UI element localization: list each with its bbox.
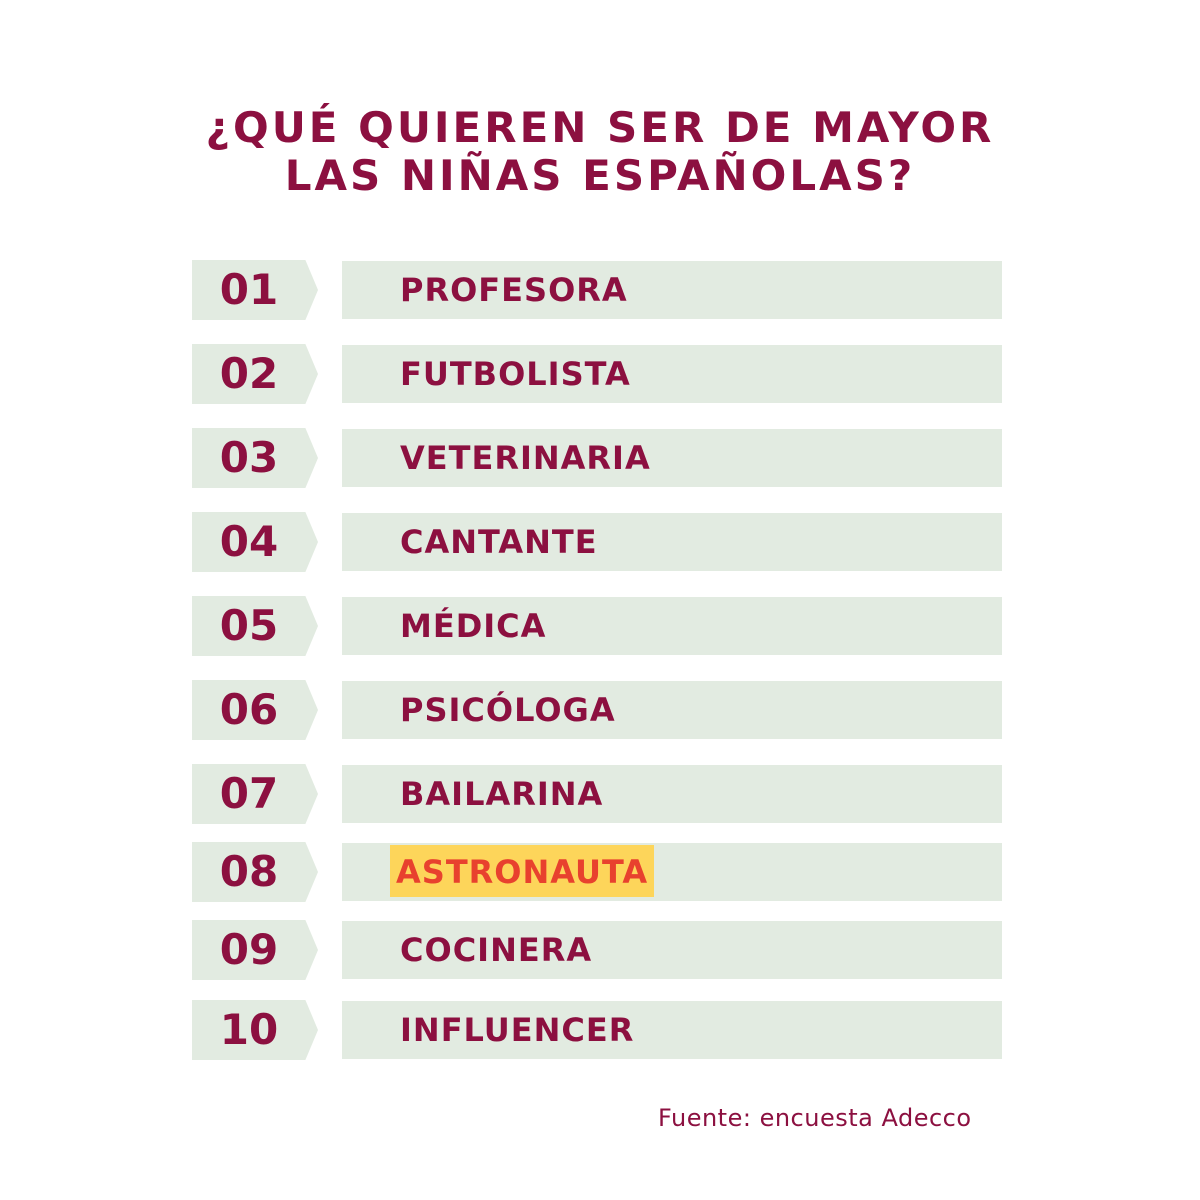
occupation-label: PSICÓLOGA — [400, 691, 616, 729]
rank-tab — [192, 428, 318, 488]
rank-number: 06 — [219, 685, 279, 734]
occupation-label: BAILARINA — [400, 775, 604, 813]
rank-tab — [192, 920, 318, 980]
ranking-row-04: 04 CANTANTE — [192, 512, 1002, 572]
rank-number: 07 — [219, 769, 279, 818]
rank-tab — [192, 344, 318, 404]
title-line-2: LAS NIÑAS ESPAÑOLAS? — [284, 151, 916, 200]
occupation-label: CANTANTE — [400, 523, 598, 561]
rank-number: 01 — [219, 265, 279, 314]
title-line-1: ¿QUÉ QUIEREN SER DE MAYOR — [205, 103, 995, 152]
page-title: ¿QUÉ QUIEREN SER DE MAYOR LAS NIÑAS ESPA… — [0, 104, 1200, 200]
ranking-row-03: 03 VETERINARIA — [192, 428, 1002, 488]
occupation-bar: ASTRONAUTA — [342, 843, 1002, 901]
occupation-bar: PSICÓLOGA — [342, 681, 1002, 739]
rank-number: 09 — [219, 925, 279, 974]
source-note: Fuente: encuesta Adecco — [658, 1104, 972, 1132]
ranking-row-01: 01 PROFESORA — [192, 260, 1002, 320]
rank-number: 03 — [219, 433, 279, 482]
rank-tab — [192, 680, 318, 740]
occupation-label: COCINERA — [400, 931, 593, 969]
occupation-label-highlighted: ASTRONAUTA — [390, 845, 655, 897]
ranking-row-10: 10 INFLUENCER — [192, 1000, 1002, 1060]
occupation-bar: BAILARINA — [342, 765, 1002, 823]
occupation-bar: CANTANTE — [342, 513, 1002, 571]
ranking-row-08: 08 ASTRONAUTA — [192, 842, 1002, 902]
occupation-bar: INFLUENCER — [342, 1001, 1002, 1059]
occupation-bar: PROFESORA — [342, 261, 1002, 319]
rank-tab — [192, 842, 318, 902]
occupation-label: VETERINARIA — [400, 439, 651, 477]
rank-number: 04 — [219, 517, 279, 566]
ranking-row-07: 07 BAILARINA — [192, 764, 1002, 824]
occupation-label: PROFESORA — [400, 271, 628, 309]
rank-tab — [192, 512, 318, 572]
ranking-row-02: 02 FUTBOLISTA — [192, 344, 1002, 404]
rank-tab — [192, 764, 318, 824]
occupation-label: MÉDICA — [400, 607, 547, 645]
rank-number: 02 — [219, 349, 279, 398]
ranking-row-09: 09 COCINERA — [192, 920, 1002, 980]
occupation-bar: COCINERA — [342, 921, 1002, 979]
rank-number: 08 — [219, 847, 279, 896]
occupation-bar: MÉDICA — [342, 597, 1002, 655]
rank-tab — [192, 1000, 318, 1060]
occupation-label: INFLUENCER — [400, 1011, 635, 1049]
rank-number: 05 — [219, 601, 279, 650]
ranking-row-06: 06 PSICÓLOGA — [192, 680, 1002, 740]
occupation-bar: VETERINARIA — [342, 429, 1002, 487]
rank-number: 10 — [219, 1005, 279, 1054]
rank-tab — [192, 260, 318, 320]
rank-tab — [192, 596, 318, 656]
occupation-bar: FUTBOLISTA — [342, 345, 1002, 403]
ranking-row-05: 05 MÉDICA — [192, 596, 1002, 656]
occupation-label: FUTBOLISTA — [400, 355, 631, 393]
